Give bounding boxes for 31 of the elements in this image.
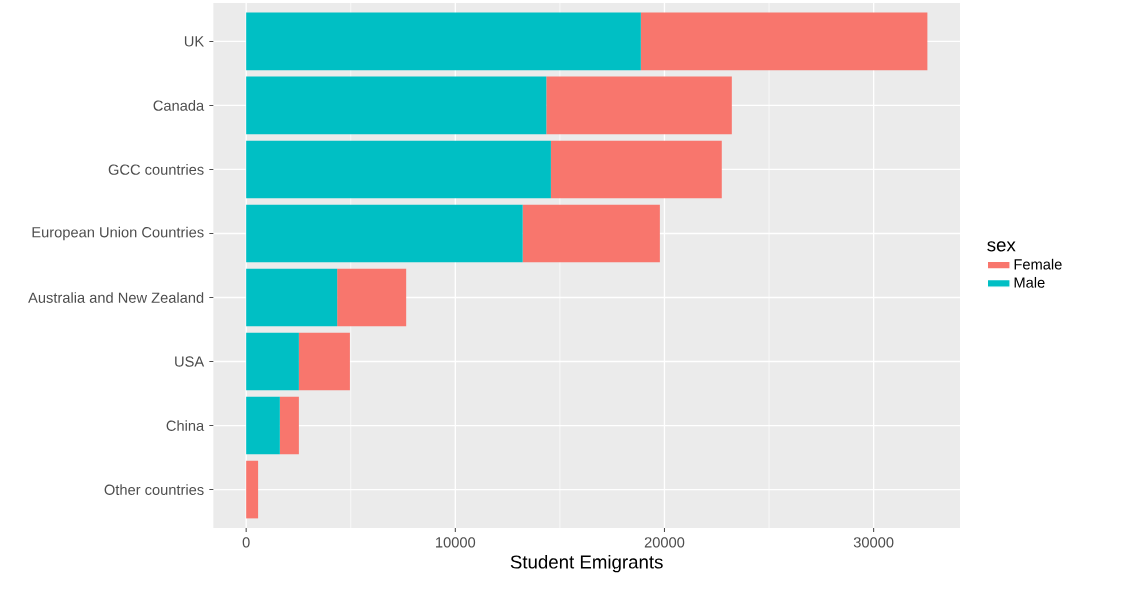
y-tick-label: UK [184, 36, 205, 47]
legend-label: Female [1014, 258, 1062, 270]
bar [337, 268, 407, 327]
y-tick-label: China [166, 420, 205, 431]
bar [279, 396, 299, 455]
y-tick-label: European Union Countries [32, 226, 204, 241]
bar [246, 140, 551, 199]
x-tick-label: 10000 [436, 537, 476, 548]
x-tick-label: 30000 [853, 537, 894, 548]
bar [550, 140, 722, 199]
bar [298, 332, 350, 391]
bar [246, 12, 641, 71]
x-tick-label: 20000 [644, 537, 685, 548]
bar [246, 76, 547, 135]
y-tick-label: USA [175, 356, 205, 367]
bar [246, 332, 299, 391]
x-axis-title: Student Emigrants [510, 554, 663, 573]
y-tick-label: GCC countries [108, 164, 204, 175]
bar [640, 12, 928, 71]
legend-label: Male [1014, 276, 1045, 288]
bar [246, 460, 259, 519]
y-tick-label: Other countries [104, 484, 204, 495]
bar [522, 204, 660, 263]
bar [246, 204, 523, 263]
y-tick-label: Canada [153, 100, 205, 111]
bar [546, 76, 732, 135]
bar [246, 268, 338, 327]
x-tick-label: 0 [242, 537, 250, 548]
y-tick-label: Australia and New Zealand [28, 292, 204, 303]
bar [246, 396, 280, 455]
legend-title: sex [987, 241, 1016, 252]
